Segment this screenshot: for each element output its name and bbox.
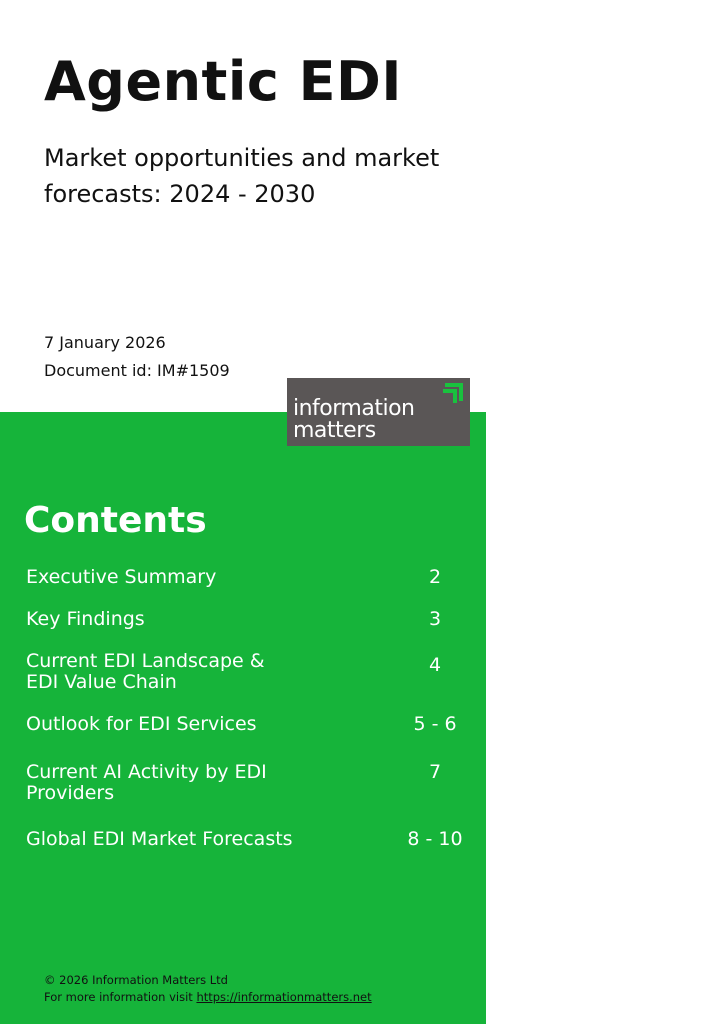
item-label: Current EDI Landscape & EDI Value Chain — [26, 650, 265, 693]
contents-item[interactable]: Outlook for EDI Services 5 - 6 — [26, 714, 466, 735]
item-page: 5 - 6 — [413, 713, 457, 735]
document-subtitle: Market opportunities and market forecast… — [44, 144, 440, 208]
document-title: Agentic EDI — [44, 50, 402, 113]
item-label: Current AI Activity by EDI Providers — [26, 761, 267, 804]
document-date: 7 January 2026 — [44, 333, 166, 352]
copyright: © 2026 Information Matters Ltd — [44, 973, 228, 987]
document-id: Document id: IM#1509 — [44, 361, 230, 380]
item-label: Key Findings — [26, 608, 145, 630]
item-page: 7 — [428, 761, 442, 783]
contents-item[interactable]: Executive Summary 2 — [26, 567, 466, 588]
item-page: 4 — [428, 654, 442, 676]
logo-line1: information — [293, 396, 415, 421]
contents-item[interactable]: Key Findings 3 — [26, 609, 466, 630]
item-page: 2 — [428, 566, 442, 588]
contents-item[interactable]: Current AI Activity by EDI Providers 7 — [26, 762, 466, 804]
item-label: Executive Summary — [26, 566, 217, 588]
logo-line2: matters — [293, 418, 376, 443]
footer: © 2026 Information Matters Ltd For more … — [44, 972, 372, 1006]
item-label: Global EDI Market Forecasts — [26, 828, 293, 850]
arrow-icon — [443, 383, 463, 403]
contents-heading: Contents — [24, 500, 207, 541]
item-label: Outlook for EDI Services — [26, 713, 257, 735]
information-matters-logo: information matters — [287, 378, 470, 446]
contents-panel — [0, 412, 486, 1024]
item-page: 8 - 10 — [407, 828, 463, 850]
website-link[interactable]: https://informationmatters.net — [196, 990, 372, 1004]
more-info-text: For more information visit — [44, 990, 193, 1004]
contents-item[interactable]: Current EDI Landscape & EDI Value Chain 4 — [26, 651, 466, 693]
contents-item[interactable]: Global EDI Market Forecasts 8 - 10 — [26, 829, 466, 850]
item-page: 3 — [428, 608, 442, 630]
